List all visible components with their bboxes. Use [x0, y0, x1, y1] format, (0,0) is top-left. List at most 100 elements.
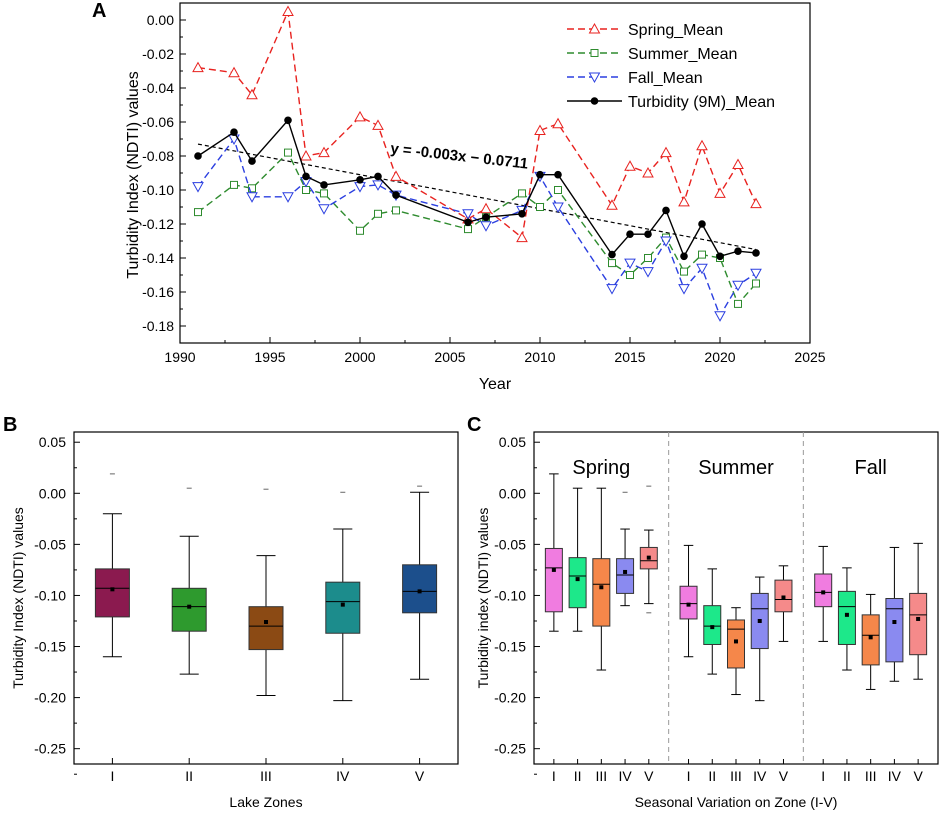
panel-b-x-label: Lake Zones: [229, 794, 302, 810]
panel-b-x-axis: I II III IV V: [110, 758, 425, 784]
series-fall-mean: [192, 134, 762, 322]
series-spring-mean: [192, 5, 762, 243]
x-tick-label: V: [415, 768, 425, 784]
panel-c-y-label: Turbidity index (NDTI) values: [475, 508, 491, 689]
data-point: [320, 181, 328, 189]
data-point: [464, 225, 472, 234]
data-point: [248, 157, 256, 165]
data-point: [356, 226, 364, 235]
y-tick-label: -0.05: [494, 536, 526, 552]
y-tick-label: -0.25: [34, 741, 66, 757]
season-group-summer: Summer: [668, 432, 793, 764]
box-iqr: [616, 558, 635, 594]
x-tick-label: V: [644, 768, 654, 784]
data-point: [246, 88, 258, 100]
box-mean: [340, 602, 345, 607]
data-point: [606, 284, 618, 295]
box-iii: [248, 488, 284, 697]
panel-a-y-label: Turbidity Index (NDTI) values: [125, 71, 142, 278]
panel-a-y-axis: 0.00 -0.02 -0.04 -0.06 -0.08 -0.10 -0.12 -0.14 -…: [142, 12, 186, 344]
data-point: [696, 139, 708, 151]
data-point: [480, 221, 492, 232]
box-mean: [187, 604, 192, 609]
y-tick-label: -0.20: [34, 690, 66, 706]
box-iqr: [814, 573, 833, 608]
legend-marker: [588, 22, 601, 34]
x-tick-label: I: [821, 768, 825, 784]
box-iv: [885, 546, 904, 682]
box-ii: [837, 567, 856, 671]
legend-marker: [590, 97, 599, 105]
box-iqr: [544, 547, 563, 613]
box-iqr: [94, 568, 130, 618]
data-point: [480, 202, 492, 214]
panel-c: C 0.050.00-0.05-0.10-0.15-0.20-0.25 I II I…: [467, 414, 939, 810]
y-tick-label: -0.08: [142, 148, 174, 164]
panel-a-x-axis: 1990 1995 2000 2005 2010 2015 2020 2025: [164, 337, 826, 365]
box-iii: [861, 593, 880, 690]
box-mean: [417, 589, 422, 594]
x-tick-label: 1995: [254, 349, 285, 365]
data-point: [230, 180, 238, 189]
data-point: [534, 124, 546, 135]
box-iqr: [248, 606, 284, 651]
box-mean: [623, 569, 628, 574]
data-point: [714, 311, 726, 322]
x-tick-label: 2015: [614, 349, 645, 365]
data-point: [660, 236, 672, 248]
legend-marker: [590, 49, 599, 57]
x-tick-label: 2005: [434, 349, 465, 365]
y-tick-label: -0.14: [142, 250, 174, 266]
data-point: [536, 170, 544, 179]
y-tick-label: 0.00: [39, 485, 66, 501]
x-tick-label: I: [552, 768, 556, 784]
data-point: [282, 192, 294, 203]
x-tick-label: 2025: [794, 349, 825, 365]
series-line: [197, 118, 757, 258]
box-v: [402, 485, 438, 680]
data-point: [716, 252, 724, 261]
data-point: [392, 191, 400, 199]
x-tick-label: III: [595, 768, 607, 784]
box-iv: [750, 576, 769, 702]
x-tick-label: III: [730, 768, 742, 784]
data-point: [284, 148, 292, 157]
data-point: [660, 146, 672, 158]
box-mean: [110, 587, 115, 592]
panel-b: B 0.050.00-0.05-0.10-0.15-0.20-0.25 I II I…: [3, 414, 459, 810]
box-i: [94, 473, 130, 658]
box-iqr: [727, 619, 745, 669]
box-iqr: [171, 587, 207, 632]
panel-c-label: C: [467, 414, 481, 436]
box-iqr: [861, 614, 880, 666]
data-point: [536, 203, 544, 211]
data-point: [300, 149, 312, 161]
data-point: [734, 247, 742, 255]
trendline: [197, 143, 757, 251]
y-tick-label: -0.10: [142, 182, 174, 198]
data-point: [246, 192, 258, 203]
box-ii: [171, 487, 207, 675]
panel-a-trendline: [197, 143, 757, 251]
data-point: [192, 61, 204, 73]
box-mean: [575, 577, 580, 582]
panel-b-y-label: Turbidity Index (NDTI) values: [10, 507, 26, 689]
box-iqr: [568, 557, 587, 609]
y-tick-label: 0.05: [39, 434, 66, 450]
data-point: [516, 231, 528, 243]
data-point: [752, 279, 760, 288]
panel-b-boxes: [94, 473, 438, 702]
season-label: Summer: [698, 457, 774, 479]
data-point: [518, 210, 526, 218]
legend-label: Spring_Mean: [628, 22, 723, 39]
data-point: [644, 230, 652, 238]
x-tick-label: 2020: [704, 349, 735, 365]
x-tick-label: V: [779, 768, 789, 784]
panel-c-x-axis: I II III IV V I II III IV V I II III IV V: [552, 759, 923, 784]
box-v: [639, 485, 658, 614]
box-iv: [616, 491, 635, 607]
box-mean: [868, 635, 873, 640]
box-iqr: [679, 585, 698, 620]
box-mean: [710, 625, 715, 630]
